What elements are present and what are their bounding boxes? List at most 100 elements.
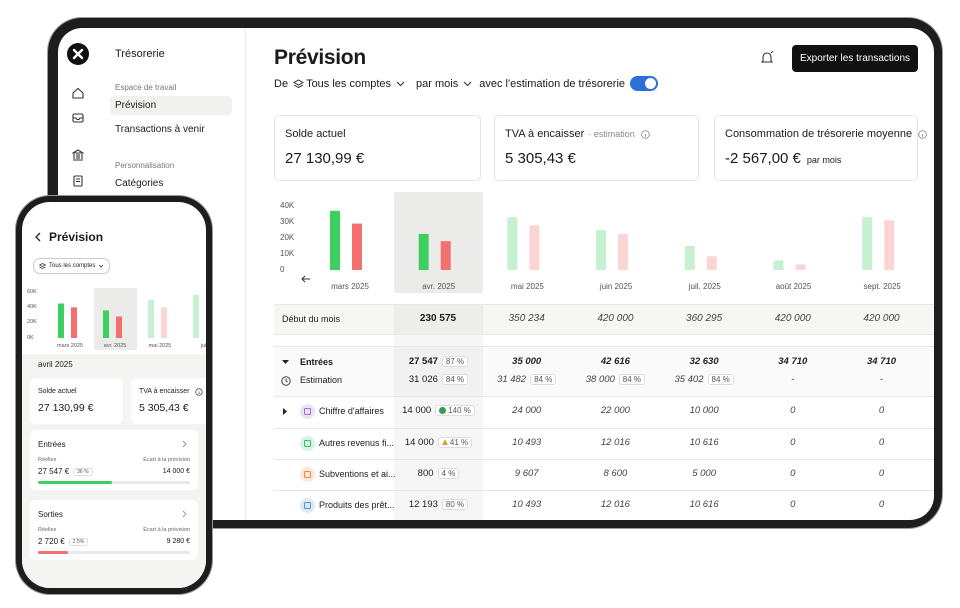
scroll-left-icon-part — [301, 275, 310, 283]
selected-month-highlight — [394, 192, 483, 293]
chevron — [99, 264, 104, 268]
forecast-value: 0 — [878, 468, 885, 479]
sidebar-active-bg — [110, 96, 232, 115]
chevron-right — [182, 440, 187, 448]
chart — [58, 288, 199, 350]
month-label: avril 2025 — [38, 360, 73, 369]
forecast-value: 10 493 — [512, 437, 542, 448]
inbox-icon — [72, 113, 84, 123]
card-label: TVA à encaisser — [139, 388, 190, 395]
forecast-cell: 24 000 — [483, 405, 571, 416]
forecast-value: 35 402 — [674, 374, 704, 385]
forecast-cell: 22 000 — [571, 405, 659, 416]
y-tick-label: 0K — [27, 334, 34, 341]
forecast-cell: 0 — [838, 437, 926, 448]
pct-badge: 84 % — [707, 374, 734, 385]
pct-badge: 2.5% — [68, 537, 89, 546]
forecast-cell: 0 — [838, 468, 926, 479]
card-value: 27 130,99 € — [38, 402, 94, 414]
phone-block: Entrées Réelles Écart à la prévision 27 547… — [30, 430, 198, 490]
status-warning-icon — [441, 439, 448, 445]
actual-cell: 14 000 41 % — [394, 437, 483, 448]
pct-text: 87 % — [445, 357, 465, 366]
outflow-bar — [352, 223, 362, 270]
info-icon-part — [195, 388, 203, 396]
card-value-row: 5 305,43 € — [505, 150, 576, 167]
block-gap: 9 280 € — [166, 538, 190, 545]
phone-screen: Prévision Tous les comptes 60K 40K 20K 0K mars… — [22, 202, 206, 588]
forecast-value: 42 616 — [600, 356, 630, 367]
sidebar-section-label: Personnalisation — [115, 161, 175, 170]
block-value: 2 720 € — [38, 537, 65, 546]
forecast-cell: 0 — [838, 499, 926, 510]
expand-caret-part — [282, 360, 289, 364]
outflow-bar — [618, 234, 629, 270]
phone-title: Prévision — [49, 230, 104, 244]
export-button[interactable]: Exporter les transactions — [792, 45, 918, 72]
x-tick-label: avr. 2025 — [103, 343, 127, 349]
progress-track — [38, 481, 190, 484]
actual-cell: 12 193 80 % — [394, 499, 483, 510]
x-tick-label: avr. 2025 — [422, 282, 456, 291]
forecast-value: 0 — [790, 405, 796, 416]
forecast-cell: 9 607 — [483, 468, 571, 479]
actual-value: 14 000 — [404, 437, 434, 448]
info-icon-part — [641, 129, 650, 139]
estimation-toggle[interactable] — [630, 76, 659, 91]
forecast-value: - — [791, 374, 795, 385]
actual-value: 14 000 — [402, 405, 432, 416]
info-icon — [641, 129, 650, 139]
category-icon — [300, 404, 315, 419]
expand-caret-part — [283, 408, 287, 415]
block-sublabel: Écart à la prévision — [143, 527, 190, 533]
x-tick-label: mars 2025 — [57, 343, 83, 349]
card-label-row: Solde actuel — [285, 128, 346, 140]
forecast-cell: 0 — [838, 405, 926, 416]
home-icon — [72, 87, 84, 99]
back-icon-part — [35, 232, 41, 242]
back-icon — [35, 232, 41, 242]
y-tick-label: 40K — [27, 304, 37, 311]
forecast-value: 5 000 — [692, 468, 716, 479]
doc-icon-part — [76, 178, 80, 182]
account-filter[interactable]: Tous les comptes — [33, 258, 111, 274]
inflow-bar — [418, 234, 429, 270]
opening-row-bg — [274, 304, 934, 334]
inflow-bar — [148, 299, 154, 338]
pct-badge: 84 % — [618, 374, 646, 385]
chevron-part — [396, 81, 405, 86]
row-divider — [274, 334, 934, 335]
category-icon-glyph — [304, 408, 311, 415]
block-title: Sorties — [38, 510, 63, 519]
sidebar-item[interactable]: Prévision — [115, 100, 157, 111]
pct-text: 41 % — [449, 438, 469, 447]
filter-row: De Tous les comptes par mois avec l'estimat… — [274, 76, 659, 91]
block-sublabel: Réelles — [38, 527, 57, 533]
expand-caret — [282, 360, 289, 364]
inflow-bar — [862, 217, 873, 270]
card-note: · estimation — [588, 129, 635, 139]
accounts-filter[interactable]: Tous les comptes — [306, 77, 392, 90]
outflow-bar — [529, 225, 540, 270]
row-label: Autres revenus fi... — [319, 438, 395, 448]
period-filter[interactable]: par mois — [416, 77, 459, 90]
inbox-icon-part — [73, 117, 83, 120]
forecast-cell: 31 482 84 % — [483, 374, 571, 385]
x-tick-label: mai 2025 — [148, 343, 172, 349]
forecast-cell: 38 000 84 % — [571, 374, 659, 385]
actual-cell: 31 026 84 % — [394, 374, 483, 385]
summary-card: Solde actuel 27 130,99 € — [274, 115, 481, 181]
block-value: 27 547 € — [38, 467, 70, 476]
opening-value: 360 295 — [686, 313, 723, 324]
phone-card: Solde actuel 27 130,99 € — [30, 378, 123, 424]
sidebar-item[interactable]: Transactions à venir — [115, 124, 205, 135]
forecast-value: 0 — [878, 499, 885, 510]
opening-value: 230 575 — [419, 313, 457, 324]
forecast-cell: 10 616 — [660, 499, 748, 510]
selected-month-highlight — [94, 288, 137, 350]
sidebar-item[interactable]: Catégories — [115, 178, 164, 189]
chevron — [396, 81, 405, 86]
forecast-cell: 0 — [749, 405, 837, 416]
outflow-bar — [116, 316, 122, 338]
